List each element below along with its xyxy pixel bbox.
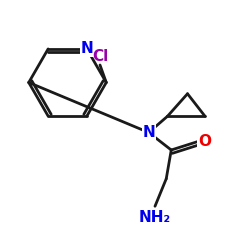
- Text: N: N: [80, 42, 93, 56]
- Text: NH₂: NH₂: [139, 210, 171, 225]
- Text: O: O: [198, 134, 211, 149]
- Text: Cl: Cl: [92, 49, 108, 64]
- Text: N: N: [142, 125, 155, 140]
